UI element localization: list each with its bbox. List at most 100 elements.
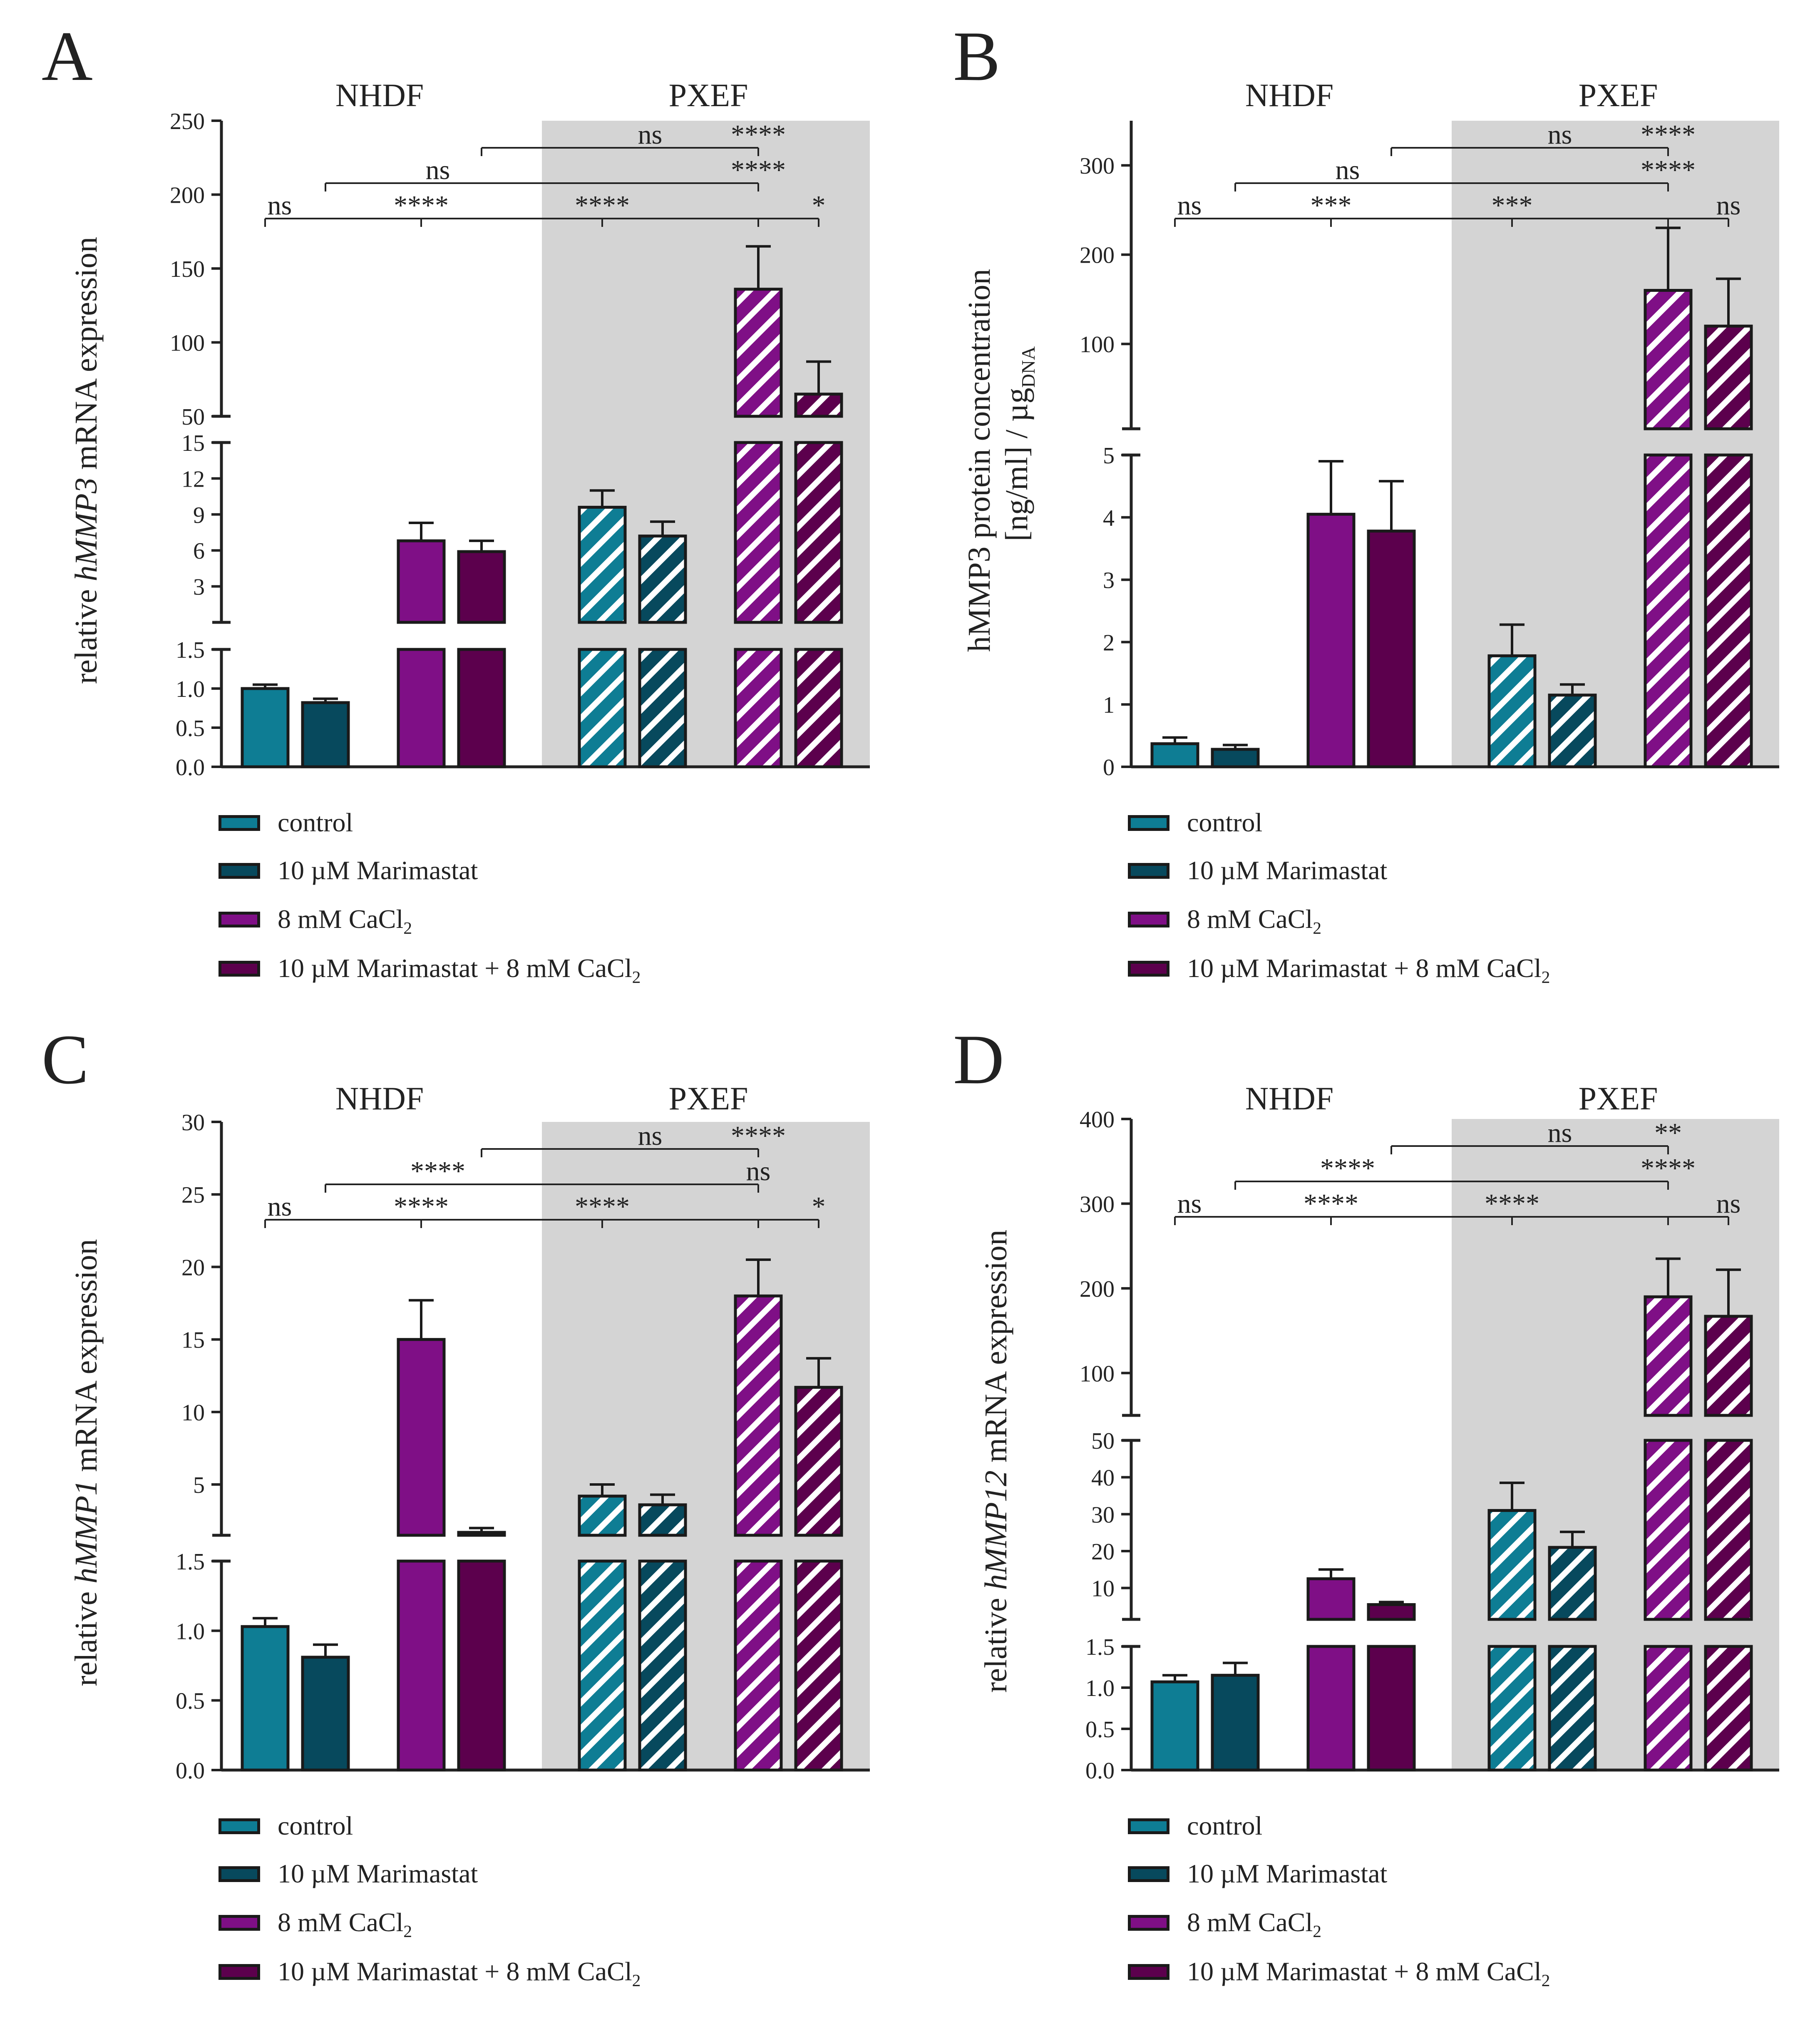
bar-combo-nhdf	[1367, 1601, 1416, 1772]
significance-label: ****	[394, 190, 449, 221]
bar-combo-nhdf	[1367, 480, 1416, 768]
bar-combo-pxef	[1704, 277, 1753, 768]
legend-label-control: control	[1187, 808, 1263, 837]
legend-swatch-marimastat	[1128, 1866, 1169, 1882]
y-tick-label: 15	[181, 430, 205, 456]
bar-segment	[1367, 1645, 1416, 1772]
bar-segment	[301, 1656, 350, 1772]
panel-letter-b: B	[953, 17, 1001, 95]
y-tick-label: 5	[1103, 443, 1115, 469]
bar-segment	[1644, 1439, 1693, 1621]
y-tick-label: 100	[1080, 332, 1115, 358]
significance-label: ns	[1716, 1189, 1741, 1219]
bar-segment	[1487, 1645, 1537, 1772]
legend-label-combo-text: 10 µM Marimastat + 8 mM CaCl	[278, 1957, 632, 1986]
bar-segment	[794, 393, 843, 418]
bar-segment	[794, 1559, 843, 1772]
bar-cacl2-nhdf	[1306, 1568, 1356, 1772]
legend-swatch-marimastat	[1128, 863, 1169, 879]
bar-segment	[578, 648, 627, 768]
significance-bracket: ****	[575, 190, 759, 227]
legend-swatch-combo	[218, 1964, 260, 1980]
legend-label-cacl2-text: 8 mM CaCl	[1187, 904, 1313, 934]
significance-label: **	[1654, 1118, 1682, 1148]
significance-label: ****	[731, 1121, 786, 1151]
legend-d: control 10 µM Marimastat 8 mM CaCl2 10 µ…	[1128, 1807, 1752, 2007]
y-tick-label: 400	[1080, 1107, 1115, 1133]
bar-cacl2-pxef	[1644, 226, 1693, 768]
significance-label: ****	[410, 1156, 465, 1186]
significance-bracket: ****	[1641, 119, 1696, 150]
y-tick-label: 100	[1080, 1361, 1115, 1387]
bar-segment	[1306, 1645, 1356, 1772]
bar-segment	[734, 648, 783, 768]
significance-label: ns	[1548, 1118, 1572, 1148]
y-tick-label: 250	[170, 109, 205, 134]
significance-bracket: ns	[1390, 119, 1669, 156]
legend-label-combo-text: 10 µM Marimastat + 8 mM CaCl	[278, 953, 632, 983]
y-tick-label: 20	[181, 1255, 205, 1281]
significance-label: ****	[394, 1191, 449, 1222]
bar-cacl2-nhdf	[397, 1299, 446, 1772]
y-tick-label: 4	[1103, 505, 1115, 531]
significance-bracket: *	[757, 190, 826, 227]
significance-bracket: ***	[1492, 190, 1669, 227]
bar-control-pxef	[1487, 1481, 1537, 1772]
significance-label: ****	[1641, 1153, 1696, 1184]
bar-marimastat-pxef	[1548, 683, 1597, 768]
legend-c: control 10 µM Marimastat 8 mM CaCl2 10 µ…	[218, 1807, 843, 2007]
legend-swatch-control	[1128, 815, 1169, 831]
significance-bracket: ns	[325, 155, 759, 191]
bar-segment	[638, 1503, 687, 1537]
significance-label: ****	[1320, 1153, 1375, 1184]
legend-label-cacl2: 8 mM CaCl2	[1187, 900, 1321, 947]
y-tick-label: 25	[181, 1182, 205, 1208]
y-tick-label: 1	[1103, 692, 1115, 718]
significance-label: ****	[1641, 119, 1696, 150]
group-label-nhdf: NHDF	[335, 77, 424, 113]
legend-b: control 10 µM Marimastat 8 mM CaCl2 10 µ…	[1128, 803, 1752, 1003]
legend-swatch-control	[1128, 1818, 1169, 1834]
y-tick-label: 2	[1103, 630, 1115, 656]
significance-label: ns	[426, 155, 450, 185]
y-axis-label-gene: hMMP1	[69, 1480, 104, 1584]
y-axis-label: hMMP3 protein concentration	[962, 269, 997, 652]
significance-label: ****	[1485, 1189, 1539, 1219]
y-axis-label: relative hMMP1 mRNA expression	[69, 1239, 104, 1686]
legend-label-cacl2-sub: 2	[1313, 1921, 1322, 1941]
legend-label-cacl2-sub: 2	[403, 1921, 412, 1941]
bar-marimastat-pxef	[638, 1493, 687, 1772]
bar-segment	[794, 1386, 843, 1537]
significance-label: ns	[268, 1191, 292, 1222]
significance-label: ns	[268, 190, 292, 221]
y-tick-label: 300	[1080, 153, 1115, 179]
y-tick-label: 300	[1080, 1191, 1115, 1217]
y-tick-label: 0	[1103, 755, 1115, 781]
significance-bracket: ****	[1641, 155, 1696, 185]
y-tick-label: 0.0	[176, 755, 205, 781]
significance-bracket: ****	[731, 155, 786, 185]
y-tick-label: 6	[193, 538, 205, 564]
significance-label: ns	[1336, 155, 1360, 185]
y-axis-label-suffix: mRNA expression	[69, 1239, 104, 1479]
bar-marimastat-nhdf	[301, 697, 350, 768]
chart-panel-b: NHDF PXEF 0 1 2 3 4 5 100 200 300 hMMP3 protein con…	[962, 77, 1779, 781]
significance-bracket: ****	[1641, 1153, 1696, 1184]
bar-segment	[1644, 289, 1693, 430]
significance-label: ***	[1311, 190, 1352, 221]
y-tick-label: 30	[1091, 1502, 1115, 1528]
bar-segment	[457, 1531, 506, 1537]
significance-bracket: ****	[325, 1156, 759, 1193]
y-tick-label: 200	[170, 183, 205, 209]
legend-swatch-cacl2	[1128, 912, 1169, 927]
legend-label-cacl2-sub: 2	[1313, 918, 1322, 937]
significance-label: *	[812, 1191, 826, 1222]
bar-segment	[1306, 1577, 1356, 1621]
legend-label-marimastat: 10 µM Marimastat	[1187, 855, 1388, 885]
y-tick-label: 0.5	[1085, 1717, 1115, 1743]
y-tick-label: 10	[181, 1400, 205, 1426]
bar-segment	[638, 648, 687, 768]
group-label-nhdf: NHDF	[335, 1080, 424, 1116]
